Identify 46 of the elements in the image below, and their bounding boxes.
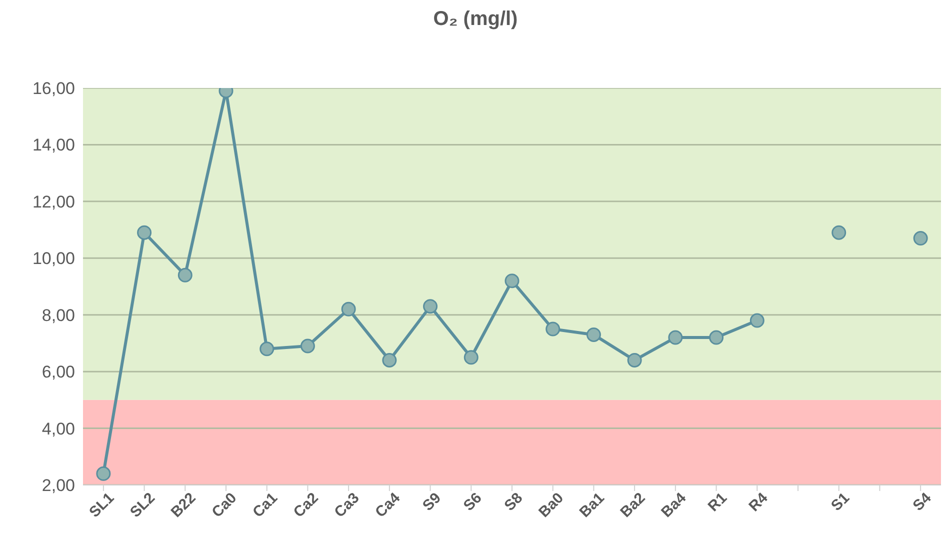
point [913, 231, 928, 246]
point [627, 352, 642, 368]
x-tick-label: Ca0 [208, 489, 240, 521]
point [504, 274, 520, 288]
point [464, 350, 478, 365]
x-tick-label: Ca2 [290, 489, 322, 521]
x-tick-label: Ca4 [372, 489, 404, 521]
y-tick-label: 16,00 [32, 79, 75, 98]
x-tick-label: Ca3 [331, 489, 363, 521]
x-tick-label: Ba2 [617, 489, 649, 521]
y-tick-label: 2,00 [42, 476, 75, 496]
point [300, 338, 315, 354]
point [178, 268, 192, 282]
point [341, 302, 356, 316]
point [750, 313, 764, 328]
point [586, 327, 601, 342]
chart-title: O₂ (mg/l) [432, 8, 519, 32]
x-tick-label: Ba1 [576, 489, 608, 521]
point [137, 225, 152, 240]
x-tick-label: SL1 [86, 489, 118, 521]
x-tick-label: S8 [501, 489, 526, 514]
point [260, 342, 274, 356]
x-tick-label: R4 [746, 489, 772, 516]
point [546, 322, 560, 336]
x-tick-label: S1 [828, 489, 853, 514]
x-tick-label: Ca1 [250, 489, 281, 521]
point [709, 330, 724, 345]
y-tick-label: 4,00 [42, 419, 75, 438]
point [423, 299, 438, 314]
point [96, 466, 111, 481]
point [668, 330, 683, 345]
x-tick-label: SL2 [126, 489, 158, 521]
x-tick-label: R1 [704, 489, 730, 516]
y-tick-label: 12,00 [32, 192, 75, 212]
y-tick-label: 14,00 [32, 136, 75, 155]
point [832, 225, 846, 240]
x-tick-label: B22 [168, 489, 200, 521]
x-tick-label: S6 [460, 489, 486, 514]
x-tick-label: S4 [910, 489, 936, 514]
y-tick-label: 8,00 [42, 306, 75, 325]
y-tick-label: 6,00 [42, 362, 75, 382]
x-tick-label: S9 [419, 489, 444, 514]
x-tick-label: Ba0 [536, 489, 567, 521]
point [382, 352, 397, 368]
y-tick-label: 10,00 [32, 249, 75, 268]
x-tick-label: Ba4 [658, 489, 690, 521]
